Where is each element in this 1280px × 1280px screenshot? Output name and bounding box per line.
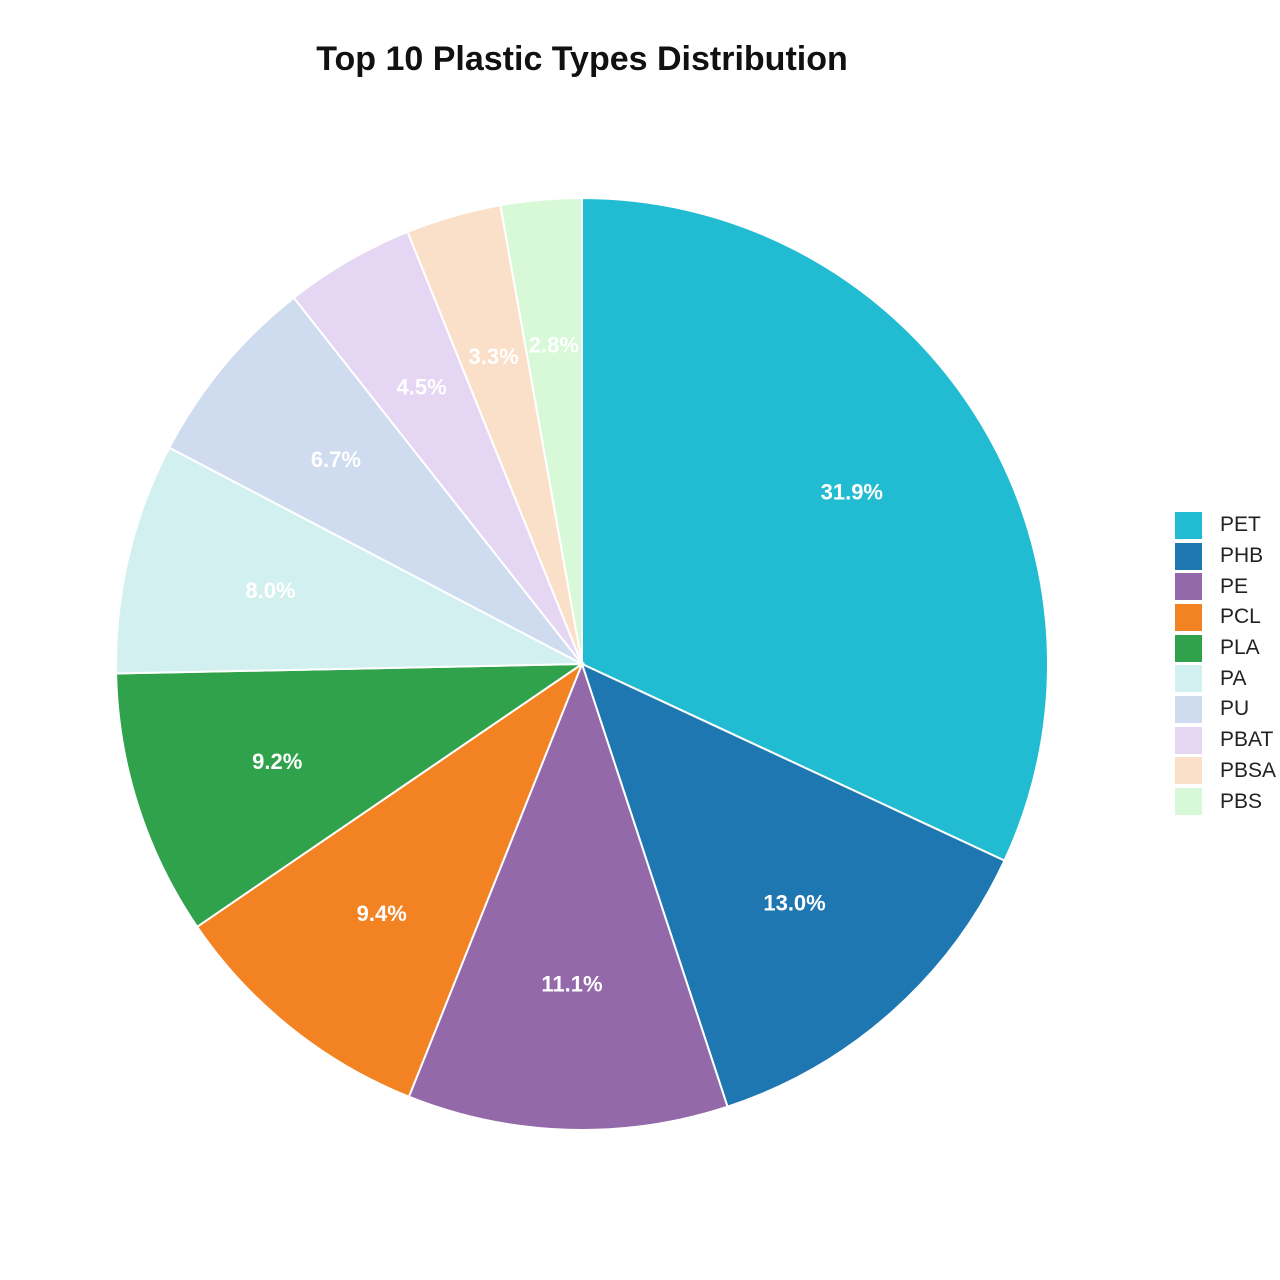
legend-item-phb[interactable]: PHB [1175, 541, 1280, 572]
legend-item-pa[interactable]: PA [1175, 663, 1280, 694]
legend-item-pbsa[interactable]: PBSA [1175, 756, 1280, 787]
slice-label-pe: 11.1% [541, 971, 602, 996]
legend-label: PA [1220, 666, 1247, 690]
legend-label: PU [1220, 697, 1250, 721]
legend-swatch [1175, 665, 1202, 693]
pie-slice-phb[interactable] [580, 662, 1006, 1108]
legend-swatch [1175, 788, 1202, 816]
pie-slices [115, 196, 1049, 1131]
slice-label-pbat: 4.5% [396, 375, 446, 400]
legend-item-pe[interactable]: PE [1175, 571, 1280, 602]
slice-label-phb: 13.0% [763, 891, 825, 916]
legend-label: PLA [1220, 636, 1260, 660]
legend-item-pcl[interactable]: PCL [1175, 602, 1280, 633]
legend-label: PHB [1220, 544, 1264, 568]
chart-title: Top 10 Plastic Types Distribution [316, 40, 848, 78]
legend-item-pu[interactable]: PU [1175, 694, 1280, 725]
pie-slice-pa[interactable] [115, 446, 583, 675]
legend-label: PBAT [1220, 728, 1274, 752]
legend-swatch [1175, 695, 1202, 723]
pie-slice-pbs[interactable] [499, 196, 583, 665]
legend-swatch [1175, 573, 1202, 601]
legend-item-pbs[interactable]: PBS [1175, 786, 1280, 817]
legend: PET PHB PE PCL PLA PA PU PBAT PBSA PBS [1175, 510, 1280, 817]
legend-swatch [1175, 603, 1202, 631]
pie-labels: 31.9% 13.0% 11.1% 9.4% 9.2% 8.0% 6.7% 4.5% 3.3% 2… [245, 333, 883, 997]
pie-slice-pu[interactable] [167, 296, 583, 665]
legend-item-pla[interactable]: PLA [1175, 633, 1280, 664]
legend-label: PET [1220, 513, 1261, 537]
legend-label: PE [1220, 574, 1249, 598]
slice-label-pbsa: 3.3% [469, 344, 519, 369]
pie-slice-pe[interactable] [407, 661, 729, 1131]
slice-label-pcl: 9.4% [357, 901, 407, 926]
legend-item-pet[interactable]: PET [1175, 510, 1280, 541]
legend-label: PBS [1220, 789, 1263, 813]
legend-swatch [1175, 511, 1202, 539]
legend-swatch [1175, 726, 1202, 754]
slice-label-pla: 9.2% [252, 749, 302, 774]
legend-swatch [1175, 634, 1202, 662]
legend-swatch [1175, 542, 1202, 570]
slice-label-pet: 31.9% [821, 479, 883, 504]
slice-label-pu: 6.7% [311, 447, 361, 472]
legend-item-pbat[interactable]: PBAT [1175, 725, 1280, 756]
legend-label: PCL [1220, 605, 1261, 629]
legend-swatch [1175, 757, 1202, 785]
slice-label-pbs: 2.8% [529, 333, 579, 358]
legend-label: PBSA [1220, 758, 1277, 782]
slice-label-pa: 8.0% [245, 578, 295, 603]
pie-slice-pet[interactable] [581, 196, 1049, 862]
pie-slice-pla[interactable] [115, 662, 586, 929]
pie-slice-pcl[interactable] [195, 661, 585, 1098]
